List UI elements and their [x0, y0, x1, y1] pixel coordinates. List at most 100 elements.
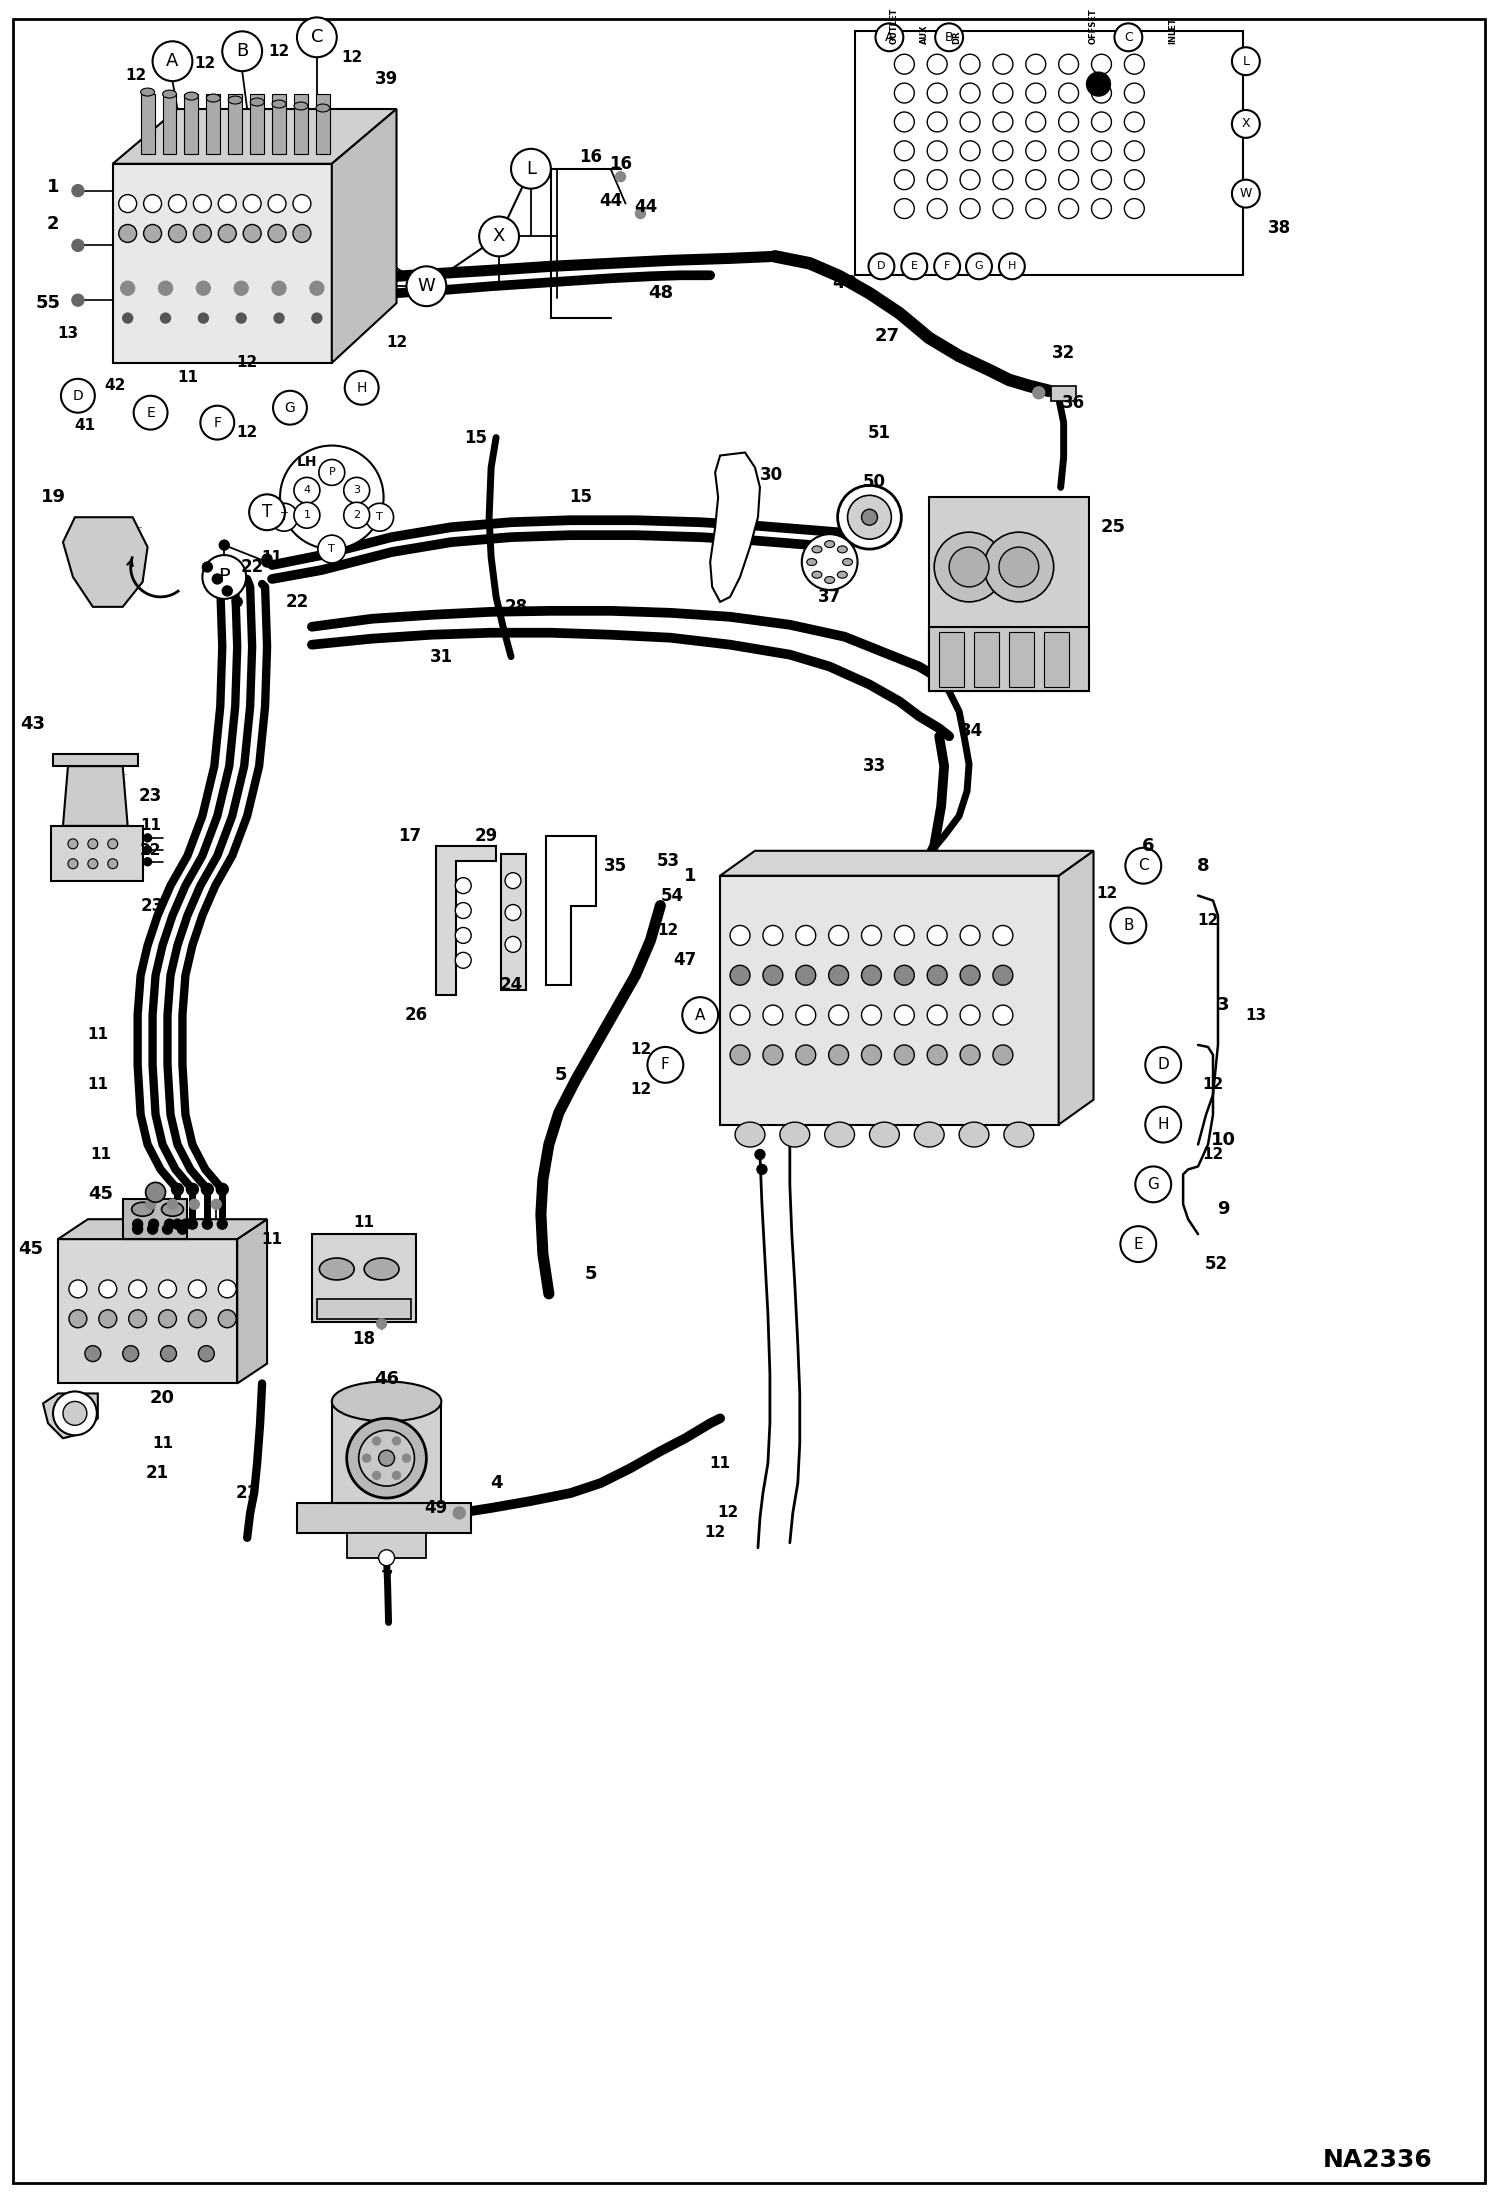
Text: 12: 12	[629, 1042, 652, 1057]
Circle shape	[762, 925, 783, 945]
Circle shape	[479, 217, 518, 257]
Circle shape	[310, 281, 324, 296]
Circle shape	[1092, 55, 1112, 75]
Circle shape	[861, 1044, 881, 1066]
Circle shape	[346, 1419, 427, 1498]
Text: 30: 30	[761, 467, 783, 485]
Circle shape	[960, 200, 980, 219]
Ellipse shape	[780, 1123, 810, 1147]
Text: DR: DR	[953, 31, 962, 44]
Circle shape	[198, 1347, 214, 1362]
Text: 16: 16	[610, 156, 632, 173]
Ellipse shape	[319, 1259, 354, 1281]
Circle shape	[1125, 83, 1144, 103]
Text: H: H	[357, 382, 367, 395]
Circle shape	[902, 254, 927, 279]
Text: 12: 12	[124, 68, 147, 83]
Circle shape	[1026, 140, 1046, 160]
Circle shape	[993, 140, 1013, 160]
Circle shape	[201, 406, 234, 439]
Text: G: G	[975, 261, 983, 272]
Circle shape	[280, 445, 383, 548]
Circle shape	[249, 493, 285, 531]
Circle shape	[133, 395, 168, 430]
Circle shape	[202, 1219, 213, 1228]
Circle shape	[993, 965, 1013, 985]
Circle shape	[927, 925, 947, 945]
Circle shape	[795, 925, 816, 945]
Circle shape	[88, 840, 97, 849]
Text: 22: 22	[241, 557, 264, 577]
Polygon shape	[721, 875, 1059, 1125]
Text: 10: 10	[1210, 1132, 1236, 1149]
Circle shape	[153, 42, 192, 81]
Text: OFFSET: OFFSET	[1089, 9, 1098, 44]
Circle shape	[1059, 169, 1079, 189]
Circle shape	[118, 224, 136, 243]
Circle shape	[861, 1004, 881, 1024]
Circle shape	[894, 83, 914, 103]
Circle shape	[960, 112, 980, 132]
Text: C: C	[310, 29, 324, 46]
Text: 3: 3	[1216, 996, 1230, 1013]
Circle shape	[72, 294, 84, 307]
Text: F: F	[213, 417, 222, 430]
Text: NA2336: NA2336	[1323, 2149, 1432, 2171]
Bar	[929, 627, 1089, 691]
Circle shape	[211, 1200, 222, 1208]
Text: W: W	[418, 276, 436, 296]
Circle shape	[202, 561, 213, 572]
Circle shape	[168, 195, 186, 213]
Text: 2: 2	[354, 511, 360, 520]
Text: 13: 13	[57, 325, 78, 340]
Text: E: E	[147, 406, 154, 419]
Text: C: C	[1124, 31, 1132, 44]
Text: AUX: AUX	[920, 24, 929, 44]
Circle shape	[762, 1044, 783, 1066]
Text: 6: 6	[1141, 838, 1155, 855]
Circle shape	[312, 314, 322, 322]
Circle shape	[894, 1044, 914, 1066]
Circle shape	[133, 1224, 142, 1235]
Circle shape	[455, 952, 472, 969]
Bar	[123, 1200, 187, 1239]
Ellipse shape	[132, 1202, 154, 1217]
Circle shape	[966, 254, 992, 279]
Text: 22: 22	[285, 592, 309, 612]
Circle shape	[960, 169, 980, 189]
Bar	[228, 94, 243, 154]
Polygon shape	[58, 1239, 237, 1384]
Text: A: A	[695, 1007, 706, 1022]
Circle shape	[144, 195, 162, 213]
Circle shape	[1092, 83, 1112, 103]
Text: D: D	[1158, 1057, 1168, 1072]
Circle shape	[455, 904, 472, 919]
Polygon shape	[436, 846, 496, 996]
Circle shape	[61, 379, 94, 412]
Text: 11: 11	[710, 1456, 731, 1472]
Text: 37: 37	[818, 588, 842, 605]
Circle shape	[755, 1149, 765, 1160]
Text: 35: 35	[604, 857, 628, 875]
Text: 54: 54	[661, 886, 685, 904]
Ellipse shape	[331, 1382, 442, 1421]
Text: 11: 11	[262, 550, 283, 564]
Circle shape	[168, 224, 186, 243]
Circle shape	[1086, 72, 1110, 96]
Bar	[318, 1298, 412, 1318]
Ellipse shape	[141, 88, 154, 96]
Circle shape	[960, 140, 980, 160]
Text: 11: 11	[354, 1215, 374, 1230]
Text: C: C	[1138, 857, 1149, 873]
Polygon shape	[1059, 851, 1094, 1125]
Text: 45: 45	[18, 1239, 43, 1259]
Circle shape	[1146, 1046, 1180, 1083]
Bar	[184, 94, 198, 154]
Circle shape	[262, 557, 273, 568]
Bar	[141, 94, 154, 154]
Circle shape	[123, 314, 133, 322]
Text: 12: 12	[718, 1504, 739, 1520]
Text: 55: 55	[36, 294, 60, 311]
Circle shape	[219, 224, 237, 243]
Circle shape	[148, 1219, 159, 1228]
